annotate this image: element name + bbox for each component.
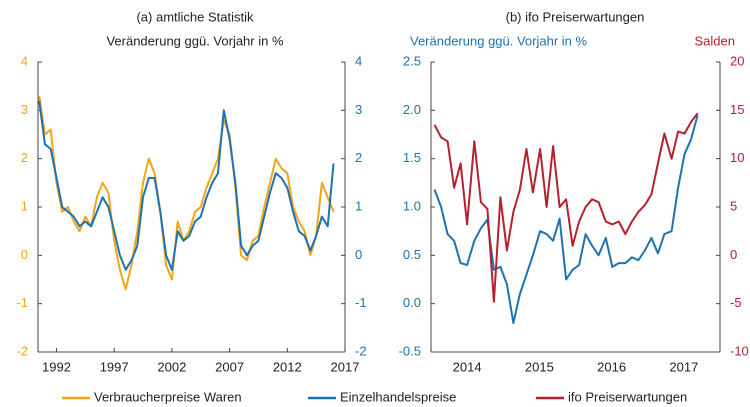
tick-label: 20 [730,53,744,68]
tick-label: 1.0 [403,198,421,213]
legend-label: Einzelhandelspreise [340,389,456,404]
x-tick-label: 2017 [331,359,360,374]
tick-label: 4 [21,53,28,68]
legend-label: ifo Preiserwartungen [568,389,687,404]
data-line [433,112,699,303]
legend: Verbraucherpreise Waren Einzelhandelspre… [62,389,687,404]
tick-label: 0.5 [403,247,421,262]
data-line [38,100,335,271]
x-tick-label: 2014 [453,359,482,374]
tick-label: -5 [730,295,742,310]
tick-label: -1 [355,295,367,310]
tick-label: 2.5 [403,53,421,68]
tick-label: 0 [730,247,737,262]
tick-label: 1 [355,198,362,213]
tick-label: 0 [355,247,362,262]
chart-title: (b) ifo Preiserwartungen [506,9,645,24]
tick-label: -2 [355,343,367,358]
tick-label: 3 [21,102,28,117]
x-tick-label: 2002 [157,359,186,374]
tick-label: 10 [730,150,744,165]
x-tick-label: 2012 [273,359,302,374]
tick-label: -1 [16,295,28,310]
tick-label: 2.0 [403,102,421,117]
tick-label: 2 [355,150,362,165]
tick-label: -2 [16,343,28,358]
y-axis-label: Veränderung ggü. Vorjahr in % [410,33,588,48]
x-tick-label: 2016 [597,359,626,374]
chart-title: (a) amtliche Statistik [136,9,254,24]
tick-label: 15 [730,102,744,117]
x-tick-label: 1997 [100,359,129,374]
tick-label: 1 [21,198,28,213]
y2-axis-label: Salden [695,33,735,48]
x-tick-label: 1992 [42,359,71,374]
tick-label: 1.5 [403,150,421,165]
tick-label: 0 [21,247,28,262]
x-tick-label: 2015 [525,359,554,374]
x-tick-label: 2007 [215,359,244,374]
legend-label: Verbraucherpreise Waren [94,389,242,404]
tick-label: 0.0 [403,295,421,310]
chart-subtitle: Veränderung ggü. Vorjahr in % [106,33,284,48]
data-line [433,114,699,324]
data-line [38,95,335,291]
tick-label: 3 [355,102,362,117]
tick-label: -0.5 [399,343,421,358]
tick-label: 5 [730,198,737,213]
tick-label: -10 [730,343,749,358]
tick-label: 4 [355,53,362,68]
tick-label: 2 [21,150,28,165]
x-tick-label: 2017 [669,359,698,374]
